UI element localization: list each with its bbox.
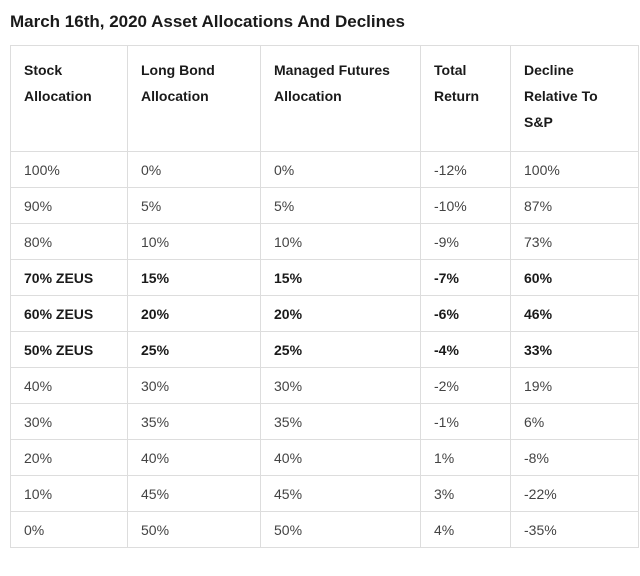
table-header-cell: Stock Allocation [10,45,128,152]
table-cell: 100% [510,151,639,188]
table-cell: 100% [10,151,128,188]
table-cell: 10% [260,223,421,260]
table-cell: 30% [10,403,128,440]
table-row: 20% 40% 40% 1% -8% [10,439,639,476]
table-cell: 80% [10,223,128,260]
table-head: Stock Allocation Long Bond Allocation Mana… [10,45,639,152]
table-cell: 30% [260,367,421,404]
table-row: 80% 10% 10% -9% 73% [10,223,639,260]
table-row: 30% 35% 35% -1% 6% [10,403,639,440]
table-cell: 3% [420,475,511,512]
table-cell: 87% [510,187,639,224]
table-cell: 10% [127,223,261,260]
table-cell: 0% [260,151,421,188]
table-cell: 50% ZEUS [10,331,128,368]
table-cell: 73% [510,223,639,260]
table-cell: -9% [420,223,511,260]
table-header-cell: Long Bond Allocation [127,45,261,152]
table-cell: -12% [420,151,511,188]
table-cell: 6% [510,403,639,440]
table-cell: 25% [127,331,261,368]
table-row: 100% 0% 0% -12% 100% [10,151,639,188]
table-cell: -22% [510,475,639,512]
table-cell: -8% [510,439,639,476]
table-cell: -7% [420,259,511,296]
table-cell: -4% [420,331,511,368]
table-body: 100% 0% 0% -12% 100% 90% 5% 5% -10% 87% 80% 10% 10% -… [10,151,639,548]
table-row: 60% ZEUS 20% 20% -6% 46% [10,295,639,332]
table-cell: 45% [127,475,261,512]
table-cell: 40% [10,367,128,404]
table-cell: -10% [420,187,511,224]
table-cell: 60% ZEUS [10,295,128,332]
table-row: 0% 50% 50% 4% -35% [10,511,639,548]
table-cell: 5% [127,187,261,224]
table-cell: 15% [127,259,261,296]
table-header-cell: Managed Futures Allocation [260,45,421,152]
table-cell: 20% [10,439,128,476]
figure-title: March 16th, 2020 Asset Allocations And D… [10,12,405,31]
table-cell: -1% [420,403,511,440]
table-cell: 0% [10,511,128,548]
table-header-cell: Total Return [420,45,511,152]
table-cell: 40% [127,439,261,476]
table-cell: 35% [127,403,261,440]
asset-allocations-table: Stock Allocation Long Bond Allocation Mana… [10,45,639,548]
table-cell: 33% [510,331,639,368]
table-cell: -35% [510,511,639,548]
table-cell: 20% [260,295,421,332]
table-row: 90% 5% 5% -10% 87% [10,187,639,224]
table-cell: 15% [260,259,421,296]
table-cell: 5% [260,187,421,224]
table-cell: 25% [260,331,421,368]
table-cell: 19% [510,367,639,404]
table-cell: 35% [260,403,421,440]
table-row: 70% ZEUS 15% 15% -7% 60% [10,259,639,296]
table-cell: 10% [10,475,128,512]
table-row: 10% 45% 45% 3% -22% [10,475,639,512]
table-cell: 90% [10,187,128,224]
table-cell: 46% [510,295,639,332]
table-cell: -2% [420,367,511,404]
table-cell: 20% [127,295,261,332]
table-header-cell: Decline Relative To S&P [510,45,639,152]
table-cell: 40% [260,439,421,476]
figure-container: March 16th, 2020 Asset Allocations And D… [0,11,640,548]
table-cell: 60% [510,259,639,296]
table-cell: -6% [420,295,511,332]
table-cell: 50% [260,511,421,548]
table-header-row: Stock Allocation Long Bond Allocation Mana… [10,45,639,152]
table-cell: 4% [420,511,511,548]
table-row: 50% ZEUS 25% 25% -4% 33% [10,331,639,368]
table-cell: 1% [420,439,511,476]
table-cell: 45% [260,475,421,512]
table-row: 40% 30% 30% -2% 19% [10,367,639,404]
table-cell: 30% [127,367,261,404]
table-cell: 0% [127,151,261,188]
table-cell: 50% [127,511,261,548]
table-cell: 70% ZEUS [10,259,128,296]
